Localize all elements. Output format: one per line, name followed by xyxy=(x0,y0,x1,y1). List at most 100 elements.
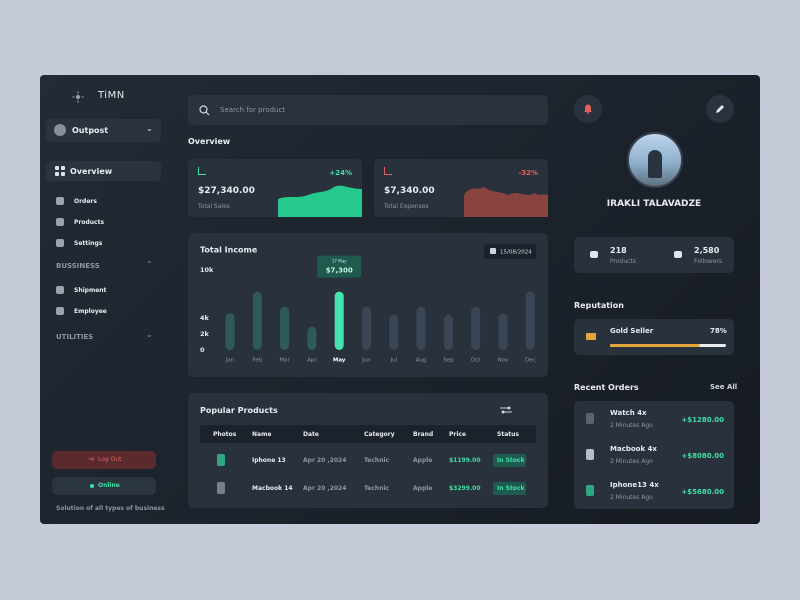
income-chart: Total Income 15/08/2024 0 2k 4k 10k Jan Feb Ma… xyxy=(200,244,536,364)
x-tick-label: Jul xyxy=(389,358,397,364)
nav-icon xyxy=(56,286,64,294)
table-header xyxy=(200,425,536,443)
y-tick-label: 2k xyxy=(200,330,210,338)
reputation-percent: 78% xyxy=(710,327,727,335)
y-tick-label: 4k xyxy=(200,314,210,322)
nav-icon xyxy=(56,239,64,247)
table-cell: Macbook 14 xyxy=(252,485,293,492)
stat-label: Followers xyxy=(694,258,723,265)
bar xyxy=(525,291,535,350)
calendar-icon xyxy=(490,248,496,254)
brand: TiMN xyxy=(98,90,125,101)
card-icon xyxy=(198,167,206,175)
stat-icon xyxy=(674,251,682,258)
avatar-figure xyxy=(648,150,662,178)
search-icon xyxy=(199,105,210,116)
nav-label[interactable]: Orders xyxy=(74,198,97,205)
section-title[interactable]: UTILITIES xyxy=(56,333,94,341)
sparkline-area xyxy=(278,185,362,217)
nav-label[interactable]: Settings xyxy=(74,240,103,247)
column-header: Brand xyxy=(413,431,434,438)
column-header: Date xyxy=(303,431,319,438)
notification-button[interactable] xyxy=(574,95,602,123)
order-thumb xyxy=(586,485,594,496)
chevron: ⌄ xyxy=(146,330,153,339)
order-amount: +$1280.00 xyxy=(681,416,724,424)
card-change: +24% xyxy=(329,169,352,177)
card-amount: $27,340.00 xyxy=(198,186,255,196)
bar xyxy=(334,291,344,350)
reputation-card: Gold Seller 78% xyxy=(574,319,734,355)
card-icon xyxy=(384,167,392,175)
bar xyxy=(362,306,371,350)
nav-label[interactable]: Products xyxy=(74,219,105,226)
nav-icon xyxy=(56,307,64,315)
status-label: In Stock xyxy=(497,457,525,464)
stat-icon xyxy=(590,251,598,258)
chart-date: 15/08/2024 xyxy=(500,250,532,256)
status-label: Online xyxy=(98,482,120,489)
order-thumb xyxy=(586,413,594,424)
chevron: ⌄ xyxy=(146,124,153,133)
bar xyxy=(307,326,317,350)
status-badge: Online xyxy=(52,477,156,495)
orders-card: Watch 4x 2 Minutes Ago +$1280.00 Macbook 4x… xyxy=(574,401,734,509)
status-dot xyxy=(90,484,94,488)
see-all-link[interactable]: See All xyxy=(710,383,738,391)
card-label: Total Sales xyxy=(198,203,230,210)
status-chip: In Stock xyxy=(493,482,526,495)
x-tick-label: Oct xyxy=(471,358,481,364)
table-cell: Technic xyxy=(364,485,390,492)
card-label: Total Expenses xyxy=(384,203,429,210)
workspace-select[interactable]: Outpost ⌄ xyxy=(46,119,161,142)
logo-icon xyxy=(72,91,84,103)
y-tick-label: 0 xyxy=(200,346,205,354)
nav-label: Overview xyxy=(70,167,113,176)
bar xyxy=(471,306,481,350)
dashboard: TiMN Outpost ⌄ Overview Orders Products Se… xyxy=(40,75,760,524)
bar xyxy=(443,314,453,350)
table-cell: Apr 20 ,2024 xyxy=(303,485,347,492)
order-name: Iphone13 4x xyxy=(610,481,659,489)
products-card: Popular Products Photos Name Date Category B… xyxy=(188,393,548,508)
edit-button[interactable] xyxy=(706,95,734,123)
order-amount: +$8080.00 xyxy=(681,452,724,460)
filter-icon[interactable] xyxy=(500,405,512,415)
section-title[interactable]: BUSSINESS xyxy=(56,262,100,270)
nav-label[interactable]: Employee xyxy=(74,308,107,315)
bar xyxy=(252,291,262,350)
badge-icon xyxy=(586,333,596,340)
section-title: Overview xyxy=(188,137,231,146)
income-card: Total Income 15/08/2024 0 2k 4k 10k Jan Feb Ma… xyxy=(188,233,548,377)
order-time: 2 Minutes Ago xyxy=(610,422,653,429)
x-tick-label: May xyxy=(333,358,346,364)
profile-avatar xyxy=(627,132,683,188)
y-tick-label: 10k xyxy=(200,266,214,274)
x-tick-label: Mar xyxy=(279,358,290,364)
x-tick-label: Sep xyxy=(443,358,454,364)
card-amount: $7,340.00 xyxy=(384,186,435,196)
progress-track xyxy=(610,344,726,347)
date-chip[interactable] xyxy=(484,244,536,259)
column-header: Name xyxy=(252,431,272,438)
product-photo xyxy=(217,482,225,494)
bar xyxy=(225,313,235,350)
nav-icon xyxy=(56,218,64,226)
bar xyxy=(416,306,426,350)
search-box[interactable]: Search for product xyxy=(188,95,548,125)
x-tick-label: Aug xyxy=(416,358,427,364)
nav-label[interactable]: Shipment xyxy=(74,287,107,294)
logout-button[interactable]: Log Out ⇥ xyxy=(52,451,156,469)
product-photo xyxy=(217,454,225,466)
table-title: Popular Products xyxy=(200,406,278,415)
order-time: 2 Minutes Ago xyxy=(610,494,653,501)
column-header: Photos xyxy=(213,431,237,438)
search-placeholder: Search for product xyxy=(220,106,286,114)
nav-item-active[interactable]: Overview xyxy=(46,161,161,181)
x-tick-label: Apr xyxy=(307,358,317,364)
bar xyxy=(280,306,290,350)
table-cell: Technic xyxy=(364,457,390,464)
sparkline xyxy=(278,185,362,217)
profile-stats: 218 Products 2,580 Followers xyxy=(574,237,734,273)
